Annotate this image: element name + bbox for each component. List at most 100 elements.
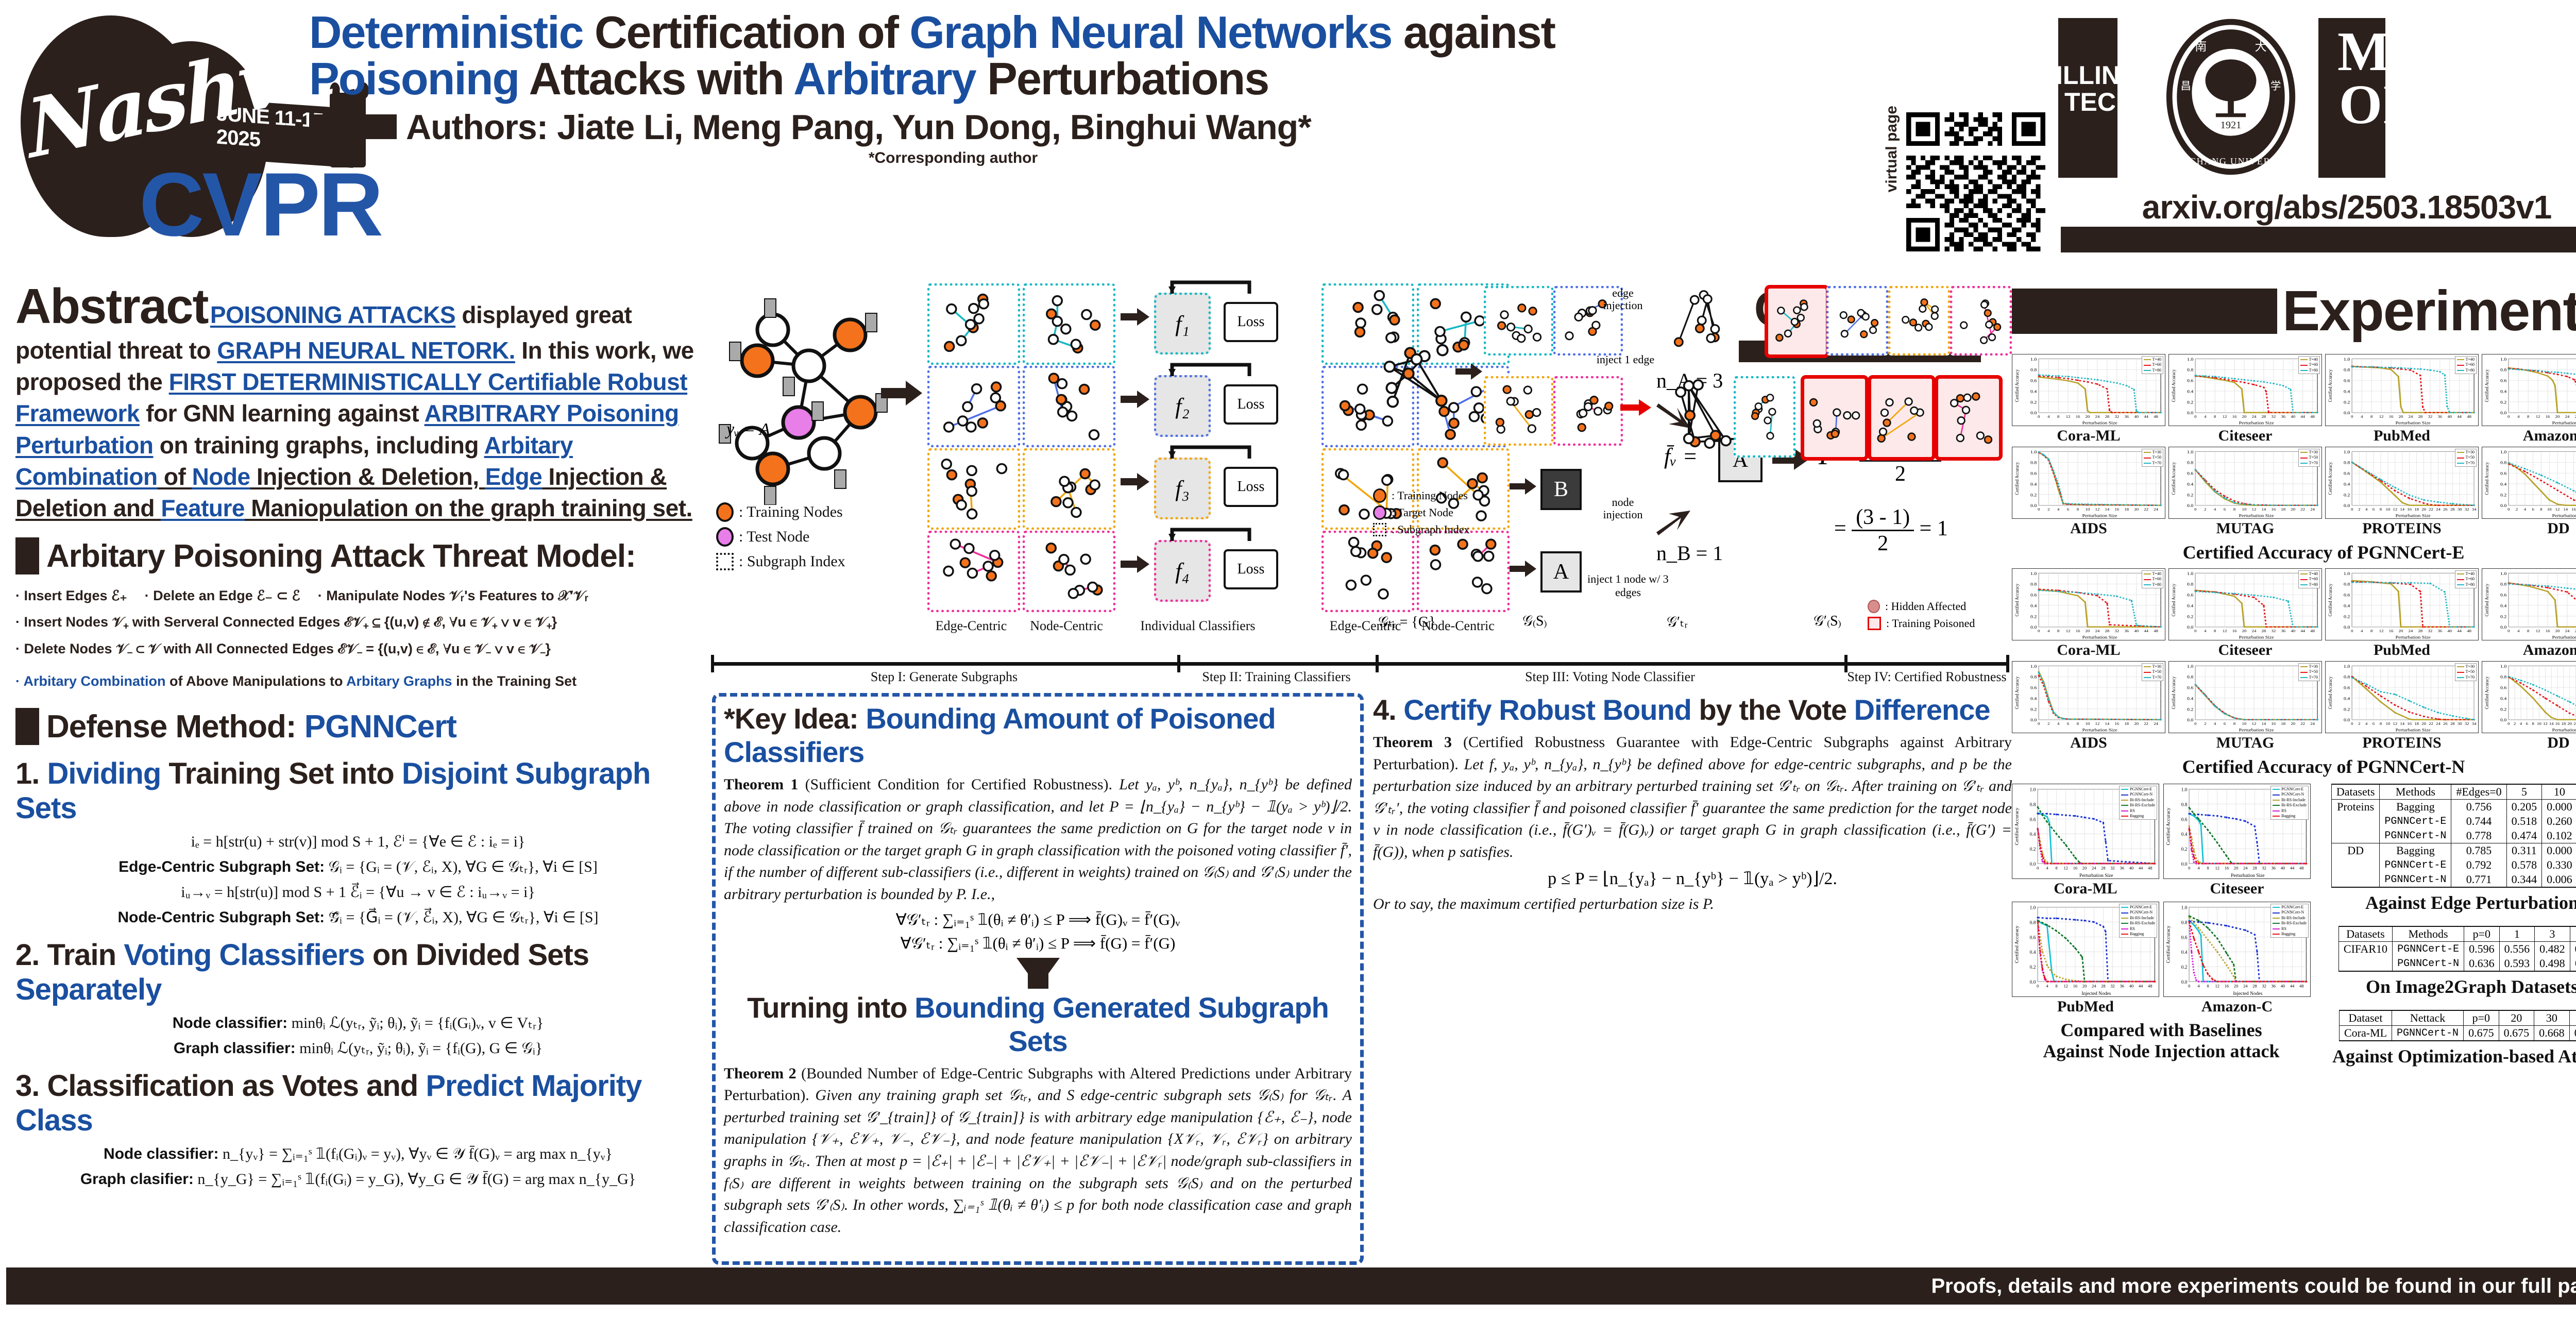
abstract-hl-3: FIRST DETERMINISTICALLY Certifiable Robu…	[15, 368, 688, 427]
section-marker-square	[15, 537, 39, 575]
svg-text:20: 20	[2242, 629, 2247, 633]
voting-subgraph-card[interactable]	[1417, 448, 1510, 530]
svg-text:0.2: 0.2	[2030, 965, 2036, 970]
axis-tick	[1844, 655, 1848, 672]
table-cell: Bagging	[2379, 843, 2452, 858]
svg-text:48: 48	[2148, 866, 2152, 871]
svg-text:20: 20	[2234, 866, 2238, 871]
svg-text:0: 0	[2507, 629, 2510, 633]
poisoned-subgraph-card[interactable]	[1868, 375, 1936, 461]
poisoned-subgraph-card[interactable]	[1801, 375, 1869, 461]
svg-text:0.4: 0.4	[2344, 696, 2350, 701]
theorem-3-name: Theorem 3	[1373, 734, 1452, 751]
step-label-2: Step II: Training Classifiers	[1202, 669, 1351, 684]
chart-dataset-name: DD	[2547, 520, 2570, 537]
svg-text:16: 16	[2073, 984, 2077, 989]
subgraph-card[interactable]	[927, 366, 1020, 447]
subgraph-card[interactable]	[927, 283, 1020, 365]
svg-text:0.8: 0.8	[2344, 582, 2350, 586]
poison-subgraph-card[interactable]	[1484, 376, 1553, 446]
poisoned-subgraph-card[interactable]	[1935, 375, 2003, 461]
chart-group-3-and-tables: 0.0 0.2 0.4 0.6 0.8 1.0 0 4 8 12 16 20 24 28 32 36 40 44 4…	[2012, 784, 2576, 1067]
svg-text:0.2: 0.2	[2030, 847, 2036, 852]
poison-subgraph-card[interactable]	[1826, 286, 1888, 356]
table-cell: 0.330	[2541, 858, 2576, 872]
subgraph-card[interactable]	[1023, 448, 1115, 530]
subgraph-card[interactable]	[927, 531, 1020, 612]
svg-text:24: 24	[2154, 507, 2158, 511]
svg-text:4: 4	[2520, 721, 2522, 725]
svg-text:16: 16	[2272, 507, 2276, 511]
svg-text:Perturbation Size: Perturbation Size	[2552, 728, 2576, 732]
loss-box: Loss	[1224, 384, 1278, 425]
bullet-row-4: · Arbitary Combination of Above Manipula…	[15, 668, 701, 695]
svg-text:28: 28	[2262, 629, 2266, 633]
classifier-box[interactable]: f₄	[1154, 540, 1211, 602]
key-idea-equation-b: ∀𝒢′ₜᵣ : ∑ᵢ₌₁ˢ 𝟙(θᵢ ≠ θ′ᵢ) ≤ P ⟹ f̄(G) = …	[900, 934, 1176, 952]
svg-text:32: 32	[2465, 721, 2469, 725]
classifier-box[interactable]: f₃	[1154, 458, 1211, 519]
table-cell: 0.518	[2506, 814, 2543, 828]
poison-label-3: 𝒢′₍S₎	[1814, 613, 1841, 629]
svg-text:Perturbation Size: Perturbation Size	[2239, 513, 2274, 518]
results-table: DatasetsMethodsp=0135CIFAR10PGNNCert-E0.…	[2338, 926, 2576, 972]
theorem-3: Theorem 3 (Certified Robustness Guarante…	[1373, 732, 2012, 864]
poison-subgraph-card[interactable]	[1553, 286, 1623, 356]
classifier-box[interactable]: f₂	[1154, 375, 1211, 437]
poison-subgraph-card[interactable]	[1888, 286, 1950, 356]
poison-subgraph-card[interactable]	[1734, 376, 1795, 458]
arxiv-link[interactable]: arxiv.org/abs/2503.18503v1	[2142, 189, 2552, 226]
voting-subgraph-card[interactable]	[1321, 531, 1414, 612]
svg-text:48: 48	[2154, 629, 2158, 633]
bullet-row-1: · Insert Edges ℰ₊ · Delete an Edge ℰ₋ ⊂ …	[15, 583, 701, 609]
dotted-box-icon	[716, 553, 734, 570]
chart-dataset-name: PubMed	[2373, 427, 2430, 444]
svg-text:10: 10	[2386, 507, 2391, 511]
svg-text:16: 16	[2407, 721, 2412, 725]
svg-text:Certified Accuracy: Certified Accuracy	[2327, 676, 2333, 709]
chart-dataset-name: AIDS	[2070, 734, 2107, 751]
final-bullet-a: · Arbitary Combination	[15, 673, 166, 689]
poisoned-subgraph-card[interactable]	[1765, 285, 1829, 358]
voting-subgraph-card[interactable]	[1417, 531, 1510, 612]
chart-dataset-name: Cora-ML	[2054, 880, 2117, 897]
legend-entry: T=80	[2143, 582, 2161, 587]
abstract-heading: Abstract	[15, 279, 209, 334]
equation-6-row: Graph classifier: minθᵢ ℒ(yₜᵣ, ỹᵢ; θᵢ), …	[15, 1039, 701, 1057]
voting-subgraph-card[interactable]	[1321, 283, 1414, 365]
arrow-down-right-icon	[1656, 403, 1690, 428]
svg-text:0: 0	[2194, 629, 2196, 633]
svg-text:18: 18	[2124, 507, 2129, 511]
svg-text:0.6: 0.6	[2030, 471, 2037, 476]
subgraph-card[interactable]	[1023, 283, 1115, 365]
voting-subgraph-card[interactable]	[1321, 366, 1414, 447]
table-header-cell: Nettack	[2392, 1010, 2464, 1026]
voting-subgraph-card[interactable]	[1321, 448, 1414, 530]
legend-label: : Training Nodes	[739, 503, 843, 520]
poison-subgraph-card[interactable]	[1484, 286, 1553, 356]
legend-label: : Subgraph Index	[739, 553, 845, 570]
svg-text:12: 12	[2379, 629, 2384, 633]
svg-text:Perturbation Size: Perturbation Size	[2239, 635, 2274, 639]
qr-code-icon[interactable]	[1906, 112, 2045, 251]
subgraph-card[interactable]	[927, 448, 1020, 530]
theorem-2-name: Theorem 2	[724, 1064, 796, 1082]
legend-label: : Target Node	[1392, 506, 1453, 519]
svg-text:20: 20	[2086, 414, 2090, 418]
svg-text:20: 20	[2421, 507, 2426, 511]
svg-text:24: 24	[2095, 414, 2100, 418]
legend-entry: T=50	[2300, 455, 2318, 460]
illinois-line2: TECH	[2064, 88, 2135, 116]
chart-dataset-name: Citeseer	[2210, 880, 2264, 897]
svg-text:24: 24	[2092, 866, 2096, 871]
svg-text:2: 2	[2514, 721, 2516, 725]
subgraph-card[interactable]	[1023, 366, 1115, 447]
subgraph-card[interactable]	[1023, 531, 1115, 612]
svg-text:0.8: 0.8	[2500, 674, 2507, 679]
poison-subgraph-card[interactable]	[1553, 376, 1623, 446]
svg-text:16: 16	[2076, 629, 2080, 633]
poison-subgraph-card[interactable]	[1950, 286, 2012, 356]
svg-text:36: 36	[2120, 984, 2124, 989]
classifier-box[interactable]: f₁	[1154, 293, 1211, 354]
svg-text:0.6: 0.6	[2500, 378, 2507, 383]
